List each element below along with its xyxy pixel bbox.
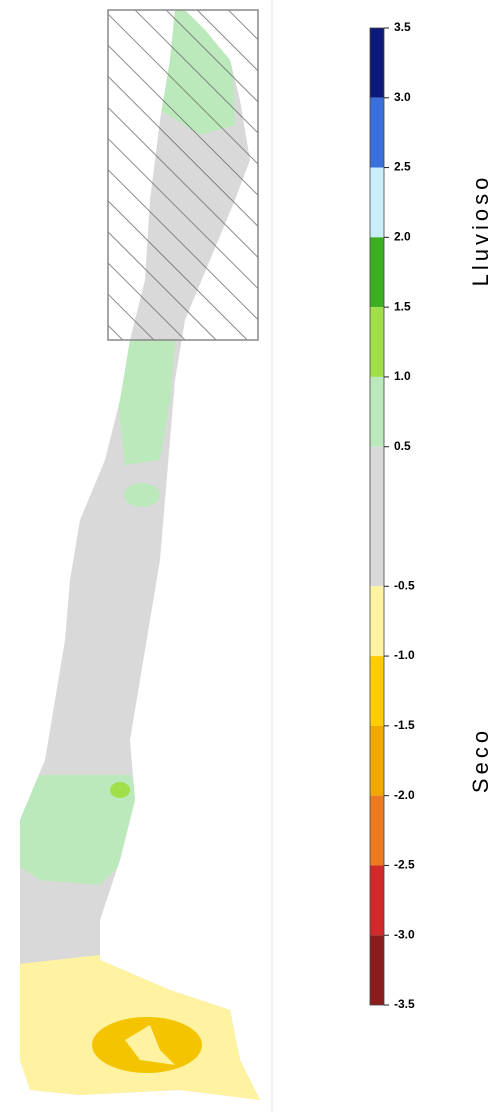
legend-swatch xyxy=(370,656,384,726)
tick-label: 1.5 xyxy=(394,299,411,313)
tick-label: -3.0 xyxy=(394,927,415,941)
legend-swatch xyxy=(370,586,384,657)
legend-swatch xyxy=(370,237,384,308)
legend-swatch xyxy=(370,795,384,866)
tick-label: -3.5 xyxy=(394,997,415,1011)
tick-label: -2.0 xyxy=(394,788,415,802)
tick-label: 3.0 xyxy=(394,90,411,104)
legend-swatch xyxy=(370,28,384,98)
tick-label: -1.0 xyxy=(394,648,415,662)
color-legend: 3.5 3.0 2.5 2.0 1.5 1.0 0.5 -0.5 -1.0 -1.5 -2.0 -2.… xyxy=(369,20,415,1011)
legend-swatch xyxy=(370,725,384,796)
tick-label: 0.5 xyxy=(394,439,411,453)
legend-frame xyxy=(369,27,385,1006)
tick-label: 3.5 xyxy=(394,20,411,34)
legend-swatch xyxy=(370,376,384,447)
legend-swatch xyxy=(370,446,384,587)
dry-label: Seco xyxy=(468,727,489,793)
tick-label: -0.5 xyxy=(394,578,415,592)
tick-label: -2.5 xyxy=(394,858,415,872)
legend-swatch xyxy=(370,167,384,238)
tick-label: 1.0 xyxy=(394,369,411,383)
tick-label: -1.5 xyxy=(394,718,415,732)
legend-swatch xyxy=(370,865,384,936)
wet-label: Lluvioso xyxy=(468,174,489,287)
legend-swatch xyxy=(370,935,384,1005)
tick-label: 2.5 xyxy=(394,160,411,174)
map xyxy=(20,0,273,1113)
legend-swatch xyxy=(370,307,384,377)
tick-label: 2.0 xyxy=(394,230,411,244)
legend-swatch xyxy=(370,97,384,168)
